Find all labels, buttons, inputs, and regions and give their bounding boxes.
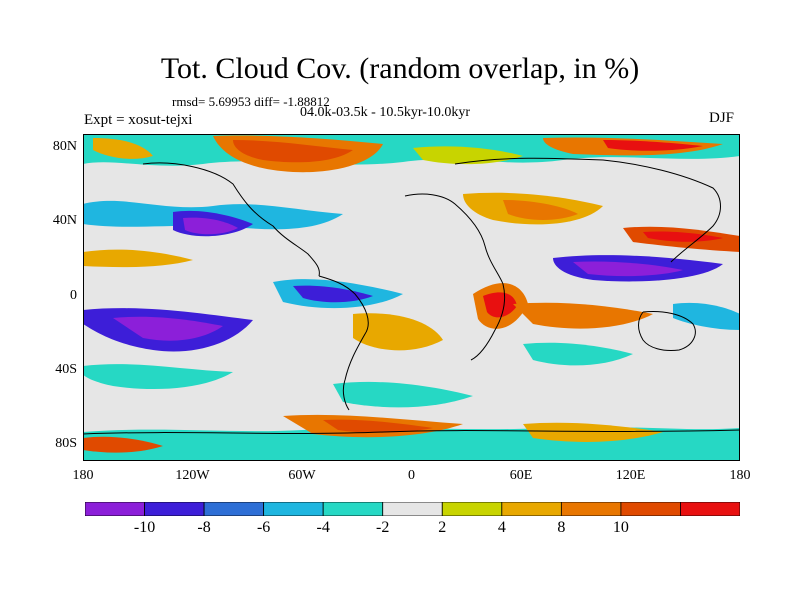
map-title: Tot. Cloud Cov. (random overlap, in %)	[160, 52, 640, 85]
colorbar-label: 2	[438, 519, 447, 536]
colorbar-label: 10	[612, 519, 629, 536]
colorbar-swatch	[501, 502, 562, 516]
colorbar-label: -6	[256, 519, 271, 536]
anomaly-field	[83, 134, 740, 461]
season-label: DJF	[709, 110, 735, 126]
lat-tick-label: 40N	[52, 213, 77, 229]
colorbar-label: -4	[316, 519, 330, 536]
rmsd-diff-stats: rmsd= 5.69953 diff= -1.88812	[172, 94, 330, 109]
lon-tick-label: 120E	[615, 468, 646, 483]
colorbar-swatch	[680, 502, 740, 516]
experiment-label: Expt = xosut-tejxi	[84, 112, 193, 128]
colorbar-swatch	[203, 502, 265, 516]
lon-tick-label: 180	[729, 468, 751, 483]
lon-tick-label: 0	[408, 468, 415, 483]
lon-tick-label: 120W	[175, 468, 210, 483]
colorbar-swatch	[620, 502, 681, 516]
colorbar-swatch	[263, 502, 324, 516]
lat-tick-label: 80N	[52, 139, 77, 154]
colorbar-swatch	[382, 502, 443, 516]
lat-tick-label: 40S	[55, 361, 77, 377]
lon-tick-label: 60W	[288, 468, 316, 483]
lat-tick-label: 0	[70, 287, 77, 303]
colorbar-label: -8	[197, 519, 211, 536]
colorbar-label: -10	[133, 519, 156, 536]
lon-tick-label: 60E	[509, 468, 533, 483]
colorbar-swatch	[85, 502, 145, 516]
colorbar-swatch	[441, 502, 503, 516]
lon-tick-label: 180	[72, 468, 94, 483]
lat-tick-label: 80S	[55, 436, 77, 451]
period-label: 04.0k-03.5k - 10.5kyr-10.0kyr	[300, 105, 471, 120]
colorbar-swatch	[322, 502, 384, 516]
colorbar-label: 4	[497, 519, 506, 536]
colorbar-label: -2	[376, 519, 390, 536]
colorbar-swatch	[560, 502, 622, 516]
colorbar-swatch	[144, 502, 205, 516]
colorbar	[85, 502, 740, 516]
cloud-cover-map	[83, 134, 740, 461]
coastlines	[83, 157, 740, 435]
colorbar-label: 8	[557, 519, 566, 536]
